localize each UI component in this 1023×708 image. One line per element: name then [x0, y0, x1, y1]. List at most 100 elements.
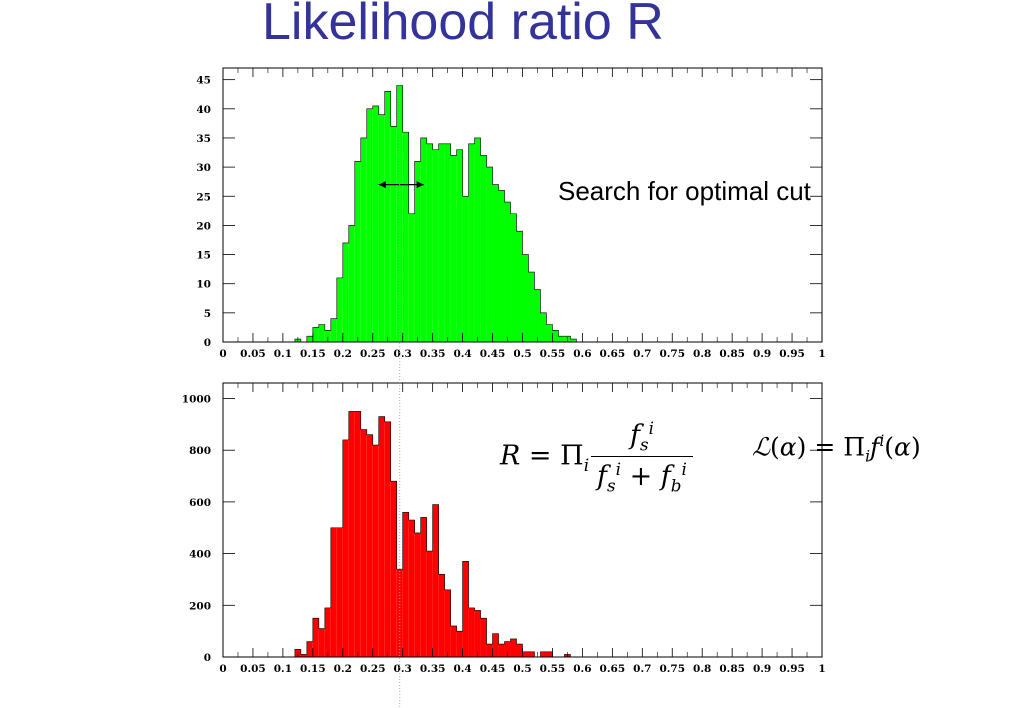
bar: [462, 561, 469, 657]
bar: [510, 638, 517, 657]
bar: [456, 149, 463, 342]
bar: [540, 651, 547, 657]
bar: [324, 330, 331, 342]
x-tick-label: 0.8: [693, 663, 711, 675]
bar: [414, 532, 421, 657]
y-tick-label: 800: [189, 445, 211, 457]
bar: [528, 651, 535, 657]
bar: [306, 336, 313, 342]
bar: [396, 85, 403, 342]
bar: [486, 167, 493, 342]
x-tick-label: 0.2: [334, 663, 352, 675]
x-tick-label: 0.85: [719, 663, 745, 675]
bar: [468, 607, 475, 657]
bar: [336, 277, 343, 342]
bar: [354, 411, 361, 657]
top-histogram-panel: 0 0.05 0.1 0.15 0.2 0.25 0.3 0.35 0.4 0.45 0.5 0.55…: [196, 67, 826, 360]
bar: [522, 254, 529, 342]
x-tick-label: 0.65: [600, 663, 626, 675]
bar: [318, 324, 325, 342]
bar: [318, 628, 325, 657]
x-tick-label: 0: [219, 348, 226, 360]
bar: [420, 517, 427, 657]
y-tick-label: 40: [196, 104, 211, 116]
bar: [498, 644, 505, 657]
x-tick-label: 0.9: [753, 348, 771, 360]
x-tick-label: 0.7: [633, 663, 651, 675]
bar: [342, 439, 349, 657]
x-tick-label: 0.2: [334, 348, 352, 360]
bar: [336, 527, 343, 657]
bar: [414, 161, 421, 342]
bar: [420, 137, 427, 342]
bar: [426, 551, 433, 657]
bar: [486, 644, 493, 657]
bar: [300, 654, 307, 657]
x-tick-label: 0.4: [453, 663, 471, 675]
y-tick-label: 400: [189, 549, 211, 561]
x-tick-label: 0.75: [659, 348, 685, 360]
x-tick-label: 0.6: [573, 663, 591, 675]
bar: [432, 504, 439, 657]
bar: [534, 289, 541, 342]
y-tick-label: 35: [196, 133, 211, 145]
y-tick-label: 0: [204, 652, 211, 664]
bar: [474, 137, 481, 342]
bar: [360, 137, 367, 342]
x-tick-label: 0.05: [240, 663, 266, 675]
x-tick-label: 0.7: [633, 348, 651, 360]
x-tick-label: 0.6: [573, 348, 591, 360]
x-tick-label: 0.5: [513, 348, 531, 360]
x-tick-label: 0.45: [480, 348, 506, 360]
bar: [366, 434, 373, 657]
bar: [372, 105, 379, 342]
bar: [408, 520, 415, 657]
bar: [546, 651, 553, 657]
bar: [462, 196, 469, 342]
y-tick-label: 30: [196, 162, 211, 174]
x-tick-label: 0.3: [394, 663, 412, 675]
y-tick-label: 600: [189, 497, 211, 509]
bar: [474, 610, 481, 657]
y-tick-label: 0: [204, 337, 211, 349]
bar: [504, 641, 511, 657]
bar: [384, 421, 391, 657]
bar: [558, 336, 565, 342]
x-tick-label: 0.8: [693, 348, 711, 360]
bar: [492, 184, 499, 342]
bar: [438, 143, 445, 342]
bar: [504, 202, 511, 342]
cut-arrow-head-right: [416, 181, 424, 189]
x-tick-label: 0.75: [659, 663, 685, 675]
bar: [480, 618, 487, 657]
bar: [402, 132, 409, 342]
bar: [360, 429, 367, 657]
x-tick-label: 0.95: [779, 348, 805, 360]
x-tick-label: 0.1: [274, 348, 292, 360]
bar: [546, 324, 553, 342]
cut-arrow-head-left: [378, 181, 386, 189]
x-tick-label: 0.55: [540, 348, 566, 360]
bar: [528, 272, 535, 342]
x-tick-label: 0.15: [300, 663, 326, 675]
x-tick-label: 0.15: [300, 348, 326, 360]
bar: [348, 225, 355, 342]
bar: [450, 625, 457, 657]
x-tick-label: 0.45: [480, 663, 506, 675]
x-tick-label: 1: [818, 663, 825, 675]
bar: [432, 149, 439, 342]
bar: [348, 411, 355, 657]
bar: [516, 644, 523, 657]
bar: [408, 213, 415, 342]
bar: [390, 481, 397, 657]
bar: [456, 631, 463, 657]
y-tick-label: 25: [196, 191, 211, 203]
x-tick-label: 0.5: [513, 663, 531, 675]
bar: [372, 445, 379, 657]
search-annotation: Search for optimal cut: [558, 176, 811, 206]
x-tick-label: 0.35: [420, 663, 446, 675]
bar: [492, 633, 499, 657]
x-tick-label: 0.95: [779, 663, 805, 675]
y-tick-label: 1000: [182, 394, 211, 406]
